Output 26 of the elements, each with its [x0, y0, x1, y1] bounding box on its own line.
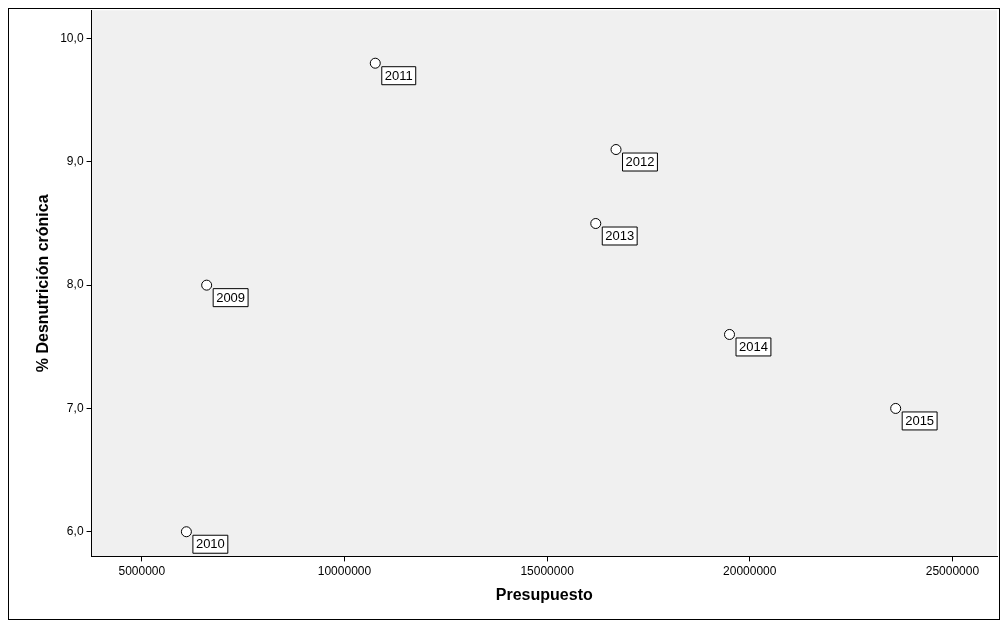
x-tick-label: 5000000 [118, 563, 166, 578]
annotation: 2010 [195, 536, 225, 552]
annotation: 2012 [625, 154, 655, 170]
point [369, 57, 381, 69]
annotation: 2014 [739, 339, 768, 355]
x-tick-label: 15000000 [520, 563, 575, 578]
x-axis-title: Presupuesto [495, 585, 593, 603]
y-tick-label: 10,0 [60, 30, 84, 45]
point [180, 526, 192, 538]
point [890, 402, 902, 414]
point [201, 279, 213, 291]
annotation: 2011 [384, 67, 413, 83]
y-axis-title: % Desnutrición crónica [34, 194, 52, 373]
point [590, 218, 602, 229]
x-tick-label: 25000000 [925, 563, 980, 578]
annotation: 2009 [216, 289, 246, 305]
y-tick-label: 6,0 [66, 524, 84, 539]
point [724, 328, 735, 340]
annotation: 2013 [605, 228, 635, 244]
y-tick-label: 9,0 [66, 154, 84, 169]
annotation: 2015 [905, 413, 935, 429]
point [610, 144, 622, 156]
x-tick-label: 20000000 [723, 563, 777, 578]
x-tick-label: 10000000 [317, 563, 372, 578]
y-tick-label: 7,0 [66, 400, 84, 415]
y-tick-label: 8,0 [66, 277, 84, 292]
